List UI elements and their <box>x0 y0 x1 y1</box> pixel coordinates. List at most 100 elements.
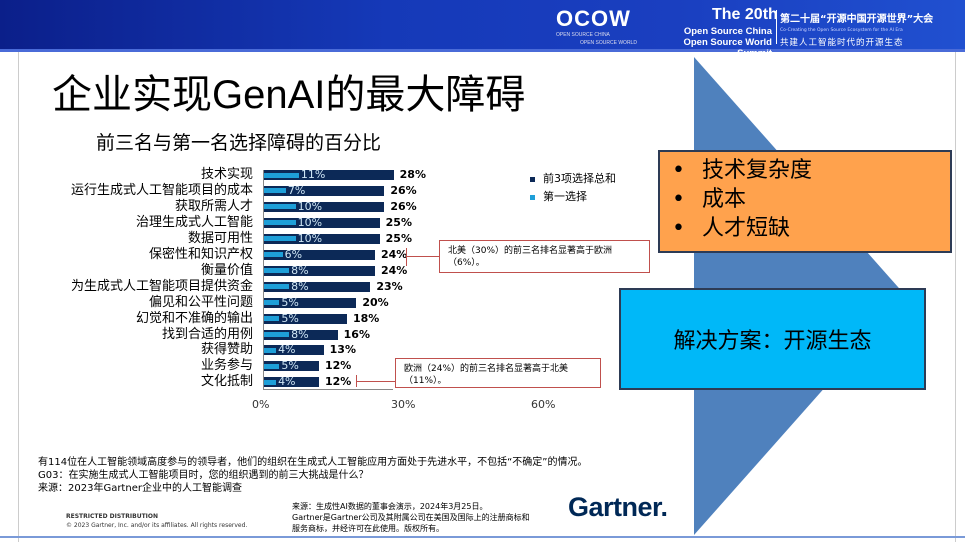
edition: The 20th <box>712 6 778 23</box>
tagline-cn: 共建人工智能时代的开源生态 <box>780 38 904 48</box>
first-choice-value: 10% <box>297 231 323 245</box>
top3-value: 12% <box>325 359 352 373</box>
first-choice-value: 5% <box>281 295 299 309</box>
tagline-en: Co-Creating the Open Source Ecosystem fo… <box>780 28 903 33</box>
divider <box>776 10 777 44</box>
legend-label: 第一选择 <box>543 190 587 203</box>
bar-top3 <box>263 281 371 292</box>
bar-first-choice <box>263 300 280 306</box>
category-label: 为生成式人工智能项目提供资金 <box>70 278 253 294</box>
bar-first-choice <box>263 379 277 385</box>
ocow-logo: OCOW <box>556 6 631 31</box>
category-label: 业务参与 <box>200 358 253 374</box>
barrier-item: • 成本 <box>672 187 747 212</box>
category-label: 获得赞助 <box>200 342 253 358</box>
solution-box: 解决方案：开源生态 <box>619 288 926 390</box>
first-choice-value: 11% <box>300 168 326 181</box>
top3-value: 24% <box>381 263 408 277</box>
category-label: 治理生成式人工智能 <box>135 214 253 230</box>
first-choice-value: 4% <box>278 375 296 389</box>
top3-value: 18% <box>353 311 380 325</box>
first-choice-value: 10% <box>297 215 323 229</box>
annotation-callout: 欧洲（24%）的前三名排名显著高于北美（11%）。 <box>395 358 601 388</box>
top3-value: 13% <box>329 343 356 357</box>
callout-bracket <box>406 248 407 266</box>
category-label: 获取所需人才 <box>174 198 253 214</box>
top3-value: 16% <box>343 327 370 341</box>
bar-top3 <box>263 217 380 228</box>
bar-top3 <box>263 185 385 196</box>
bar-top3 <box>263 265 375 276</box>
x-tick-label: 0% <box>252 398 270 411</box>
top3-value: 28% <box>399 168 426 181</box>
event-name-en: Open Source China <box>683 26 772 37</box>
category-label: 数据可用性 <box>187 230 253 246</box>
x-axis-line <box>263 389 393 390</box>
bar-first-choice <box>263 284 290 290</box>
bottom-rule <box>0 536 965 538</box>
bar-first-choice <box>263 220 296 226</box>
category-label: 幻觉和不准确的输出 <box>135 310 253 326</box>
category-label: 文化抵制 <box>200 374 253 390</box>
bar-first-choice <box>263 316 280 322</box>
gartner-logo: Gartner. <box>568 492 668 522</box>
x-tick-label: 60% <box>531 398 556 411</box>
source-line: Gartner是Gartner公司及其附属公司在美国及国际上的注册商标和 <box>292 513 530 522</box>
top3-value: 25% <box>385 231 412 245</box>
logo-subtext: OPEN SOURCE WORLD <box>580 40 637 46</box>
bar-first-choice <box>263 332 290 337</box>
legend-swatch <box>530 194 535 200</box>
bar-first-choice <box>263 347 277 353</box>
top3-value: 24% <box>381 247 408 261</box>
callout-connector <box>356 381 396 382</box>
bar-top3 <box>263 233 380 244</box>
bar-top3 <box>263 313 347 324</box>
bar-top3 <box>263 297 357 308</box>
first-choice-value: 10% <box>297 199 323 213</box>
source-line: 服务商标，并经许可在此使用。版权所有。 <box>292 524 444 533</box>
logo-subtext: OPEN SOURCE CHINA <box>556 32 610 38</box>
first-choice-value: 6% <box>284 247 303 261</box>
barrier-item: • 人才短缺 <box>672 216 791 241</box>
bar-top3 <box>263 361 319 372</box>
bar-first-choice <box>263 236 296 242</box>
slide-title: 企业实现GenAI的最大障碍 <box>52 73 526 117</box>
bar-first-choice <box>263 268 290 274</box>
x-tick-label: 30% <box>391 398 416 411</box>
first-choice-value: 5% <box>281 359 299 373</box>
legend-item-top3: 前3项选择总和 <box>530 170 616 186</box>
legend-label: 前3项选择总和 <box>543 172 616 185</box>
bar-first-choice <box>263 204 296 210</box>
first-choice-value: 8% <box>291 279 309 293</box>
bar-top3 <box>263 345 324 356</box>
callout-connector <box>406 256 440 257</box>
event-name-cn: 第二十届“开源中国开源世界”大会 <box>780 14 934 25</box>
legend-swatch <box>530 176 535 182</box>
bar-top3 <box>263 249 375 260</box>
event-banner: OCOW OPEN SOURCE CHINA OPEN SOURCE WORLD… <box>0 0 965 59</box>
category-label: 技术实现 <box>200 167 253 182</box>
category-label: 找到合适的用例 <box>161 326 253 342</box>
barrier-item: • 技术复杂度 <box>672 158 813 183</box>
bar-top3 <box>263 377 319 388</box>
legend-item-first: 第一选择 <box>530 188 587 204</box>
note-source: 来源：2023年Gartner企业中的人工智能调查 <box>38 483 242 494</box>
top3-value: 26% <box>390 183 417 197</box>
bar-top3 <box>263 201 385 212</box>
top3-value: 26% <box>390 199 417 213</box>
top3-value: 12% <box>325 375 352 389</box>
slide-frame <box>18 52 956 542</box>
bar-top3 <box>263 329 338 340</box>
category-label: 保密性和知识产权 <box>148 246 253 262</box>
first-choice-value: 4% <box>278 343 296 357</box>
top3-value: 25% <box>385 215 412 229</box>
first-choice-value: 5% <box>281 311 299 325</box>
bar-first-choice <box>263 252 283 258</box>
category-label: 衡量价值 <box>200 262 253 278</box>
top3-value: 20% <box>362 295 389 309</box>
bar-first-choice <box>263 363 280 369</box>
chart-title: 前三名与第一名选择障碍的百分比 <box>96 132 382 154</box>
top3-value: 23% <box>376 279 403 293</box>
first-choice-value: 7% <box>287 183 306 197</box>
y-axis-line <box>263 170 264 390</box>
